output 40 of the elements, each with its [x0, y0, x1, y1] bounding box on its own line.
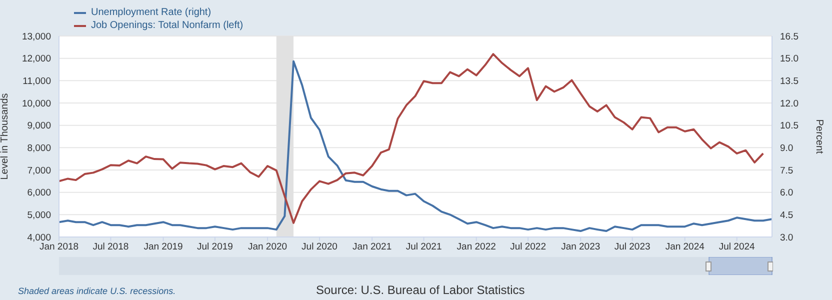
legend-label: Job Openings: Total Nonfarm (left): [91, 19, 244, 32]
y2-tick-label: 12.0: [780, 98, 798, 110]
y2-tick-label: 7.5: [780, 165, 794, 176]
x-tick-label: Jul 2022: [510, 242, 546, 253]
y-tick-label: 13,000: [22, 31, 51, 42]
y-tick-label: 6,000: [27, 188, 51, 199]
y-tick-label: 7,000: [27, 165, 51, 176]
y-tick-label: 12,000: [22, 54, 51, 65]
y-axis-title: Level in Thousands: [0, 93, 11, 180]
y2-tick-label: 13.5: [780, 76, 798, 88]
y-tick-label: 8,000: [27, 143, 51, 154]
y-tick-label: 11,000: [22, 76, 51, 88]
y-tick-label: 10,000: [22, 98, 51, 110]
x-tick-label: Jul 2024: [718, 242, 755, 253]
y2-tick-label: 4.5: [780, 210, 794, 222]
y2-tick-label: 3.0: [780, 232, 794, 244]
y-tick-label: 4,000: [27, 232, 51, 244]
legend-label: Unemployment Rate (right): [91, 6, 212, 19]
y2-tick-label: 6.0: [780, 188, 794, 199]
text: Shaded areas indicate U.S. recessions.: [18, 286, 176, 296]
x-tick-label: Jul 2020: [302, 242, 338, 253]
x-tick-label: Jan 2024: [665, 242, 704, 253]
y-tick-label: 5,000: [27, 210, 51, 222]
x-tick-label: Jul 2023: [614, 242, 650, 253]
x-tick-label: Jan 2019: [144, 242, 183, 253]
x-tick-label: Jul 2021: [406, 242, 442, 253]
y2-tick-label: 9.0: [780, 143, 794, 154]
y2-tick-label: 15.0: [780, 54, 798, 65]
x-tick-label: Jul 2019: [197, 242, 233, 253]
y-tick-label: 9,000: [27, 120, 51, 132]
x-tick-label: Jan 2022: [456, 242, 496, 253]
y2-tick-label: 16.5: [780, 31, 798, 42]
y2-tick-label: 10.5: [780, 120, 798, 132]
x-tick-label: Jan 2018: [39, 242, 79, 253]
source-note: Source: U.S. Bureau of Labor Statistics: [316, 283, 525, 297]
x-tick-label: Jan 2021: [352, 242, 392, 253]
x-tick-label: Jul 2018: [92, 242, 129, 253]
x-tick-label: Jan 2020: [248, 242, 288, 253]
x-tick-label: Jan 2023: [561, 242, 600, 253]
y2-axis-title: Percent: [813, 119, 824, 154]
